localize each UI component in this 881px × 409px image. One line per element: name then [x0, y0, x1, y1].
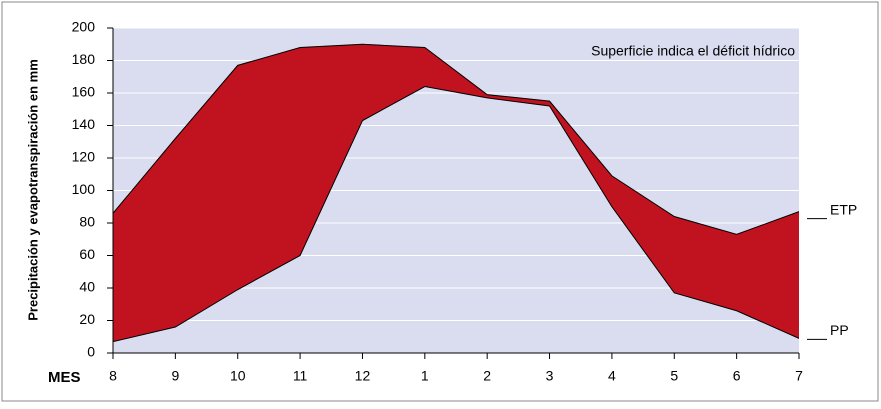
y-tick-label: 180: [72, 51, 96, 67]
y-tick-label: 120: [72, 149, 96, 165]
y-tick-label: 160: [72, 84, 96, 100]
y-axis-label: Precipitación y evapotranspiración en mm: [25, 59, 40, 321]
x-tick-label: 3: [546, 368, 554, 384]
y-tick-label: 0: [87, 344, 95, 360]
x-tick-label: 6: [733, 368, 741, 384]
x-tick-label: 7: [795, 368, 803, 384]
x-tick-label: 1: [421, 368, 429, 384]
y-tick-label: 200: [72, 19, 96, 35]
x-tick-label: 12: [355, 368, 371, 384]
y-tick-label: 20: [79, 311, 95, 327]
y-tick-label: 100: [72, 181, 96, 197]
deficit-area: [113, 44, 799, 342]
annotation: Superficie indica el déficit hídrico: [591, 43, 795, 59]
legend-label: ETP: [830, 201, 857, 217]
legend-label: PP: [830, 322, 849, 338]
x-tick-label: 11: [293, 368, 308, 384]
x-tick-label: 9: [171, 368, 179, 384]
y-tick-label: 40: [79, 279, 95, 295]
x-axis-label: MES: [48, 369, 81, 386]
x-tick-label: 10: [230, 368, 246, 384]
x-tick-label: 5: [670, 368, 678, 384]
x-tick-label: 8: [109, 368, 117, 384]
x-tick-label: 4: [608, 368, 616, 384]
y-tick-label: 140: [72, 116, 96, 132]
y-tick-label: 80: [79, 214, 95, 230]
series-line: [112, 43, 800, 235]
y-tick-label: 60: [79, 246, 95, 262]
series-line: [112, 85, 800, 343]
x-tick-label: 2: [483, 368, 491, 384]
